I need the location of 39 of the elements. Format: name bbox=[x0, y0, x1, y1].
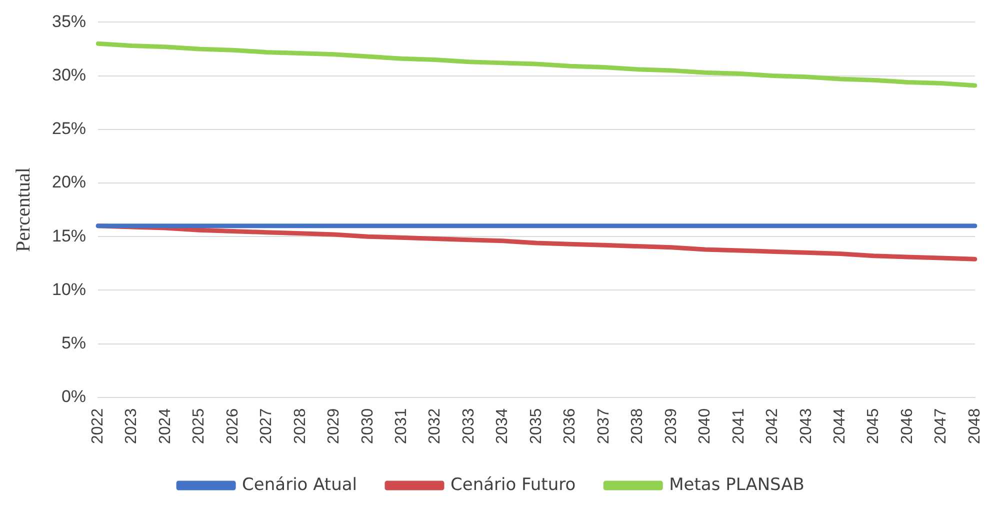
x-tick-label: 2037 bbox=[595, 408, 612, 444]
x-tick-label: 2047 bbox=[932, 408, 950, 444]
x-tick-label: 2034 bbox=[494, 408, 512, 444]
y-tick-label: 5% bbox=[61, 333, 86, 352]
y-tick-label: 0% bbox=[61, 387, 86, 406]
y-tick-label: 25% bbox=[52, 119, 86, 138]
legend-label: Cenário Atual bbox=[242, 474, 358, 495]
x-tick-label: 2038 bbox=[629, 408, 646, 444]
x-tick-label: 2039 bbox=[662, 408, 680, 444]
x-tick-label: 2048 bbox=[966, 408, 984, 444]
y-tick-label: 15% bbox=[52, 226, 86, 246]
x-tick-label: 2030 bbox=[359, 408, 376, 444]
x-tick-label: 2033 bbox=[460, 408, 478, 444]
y-tick-label: 10% bbox=[52, 280, 86, 299]
x-tick-label: 2025 bbox=[190, 408, 208, 444]
x-tick-label: 2031 bbox=[393, 408, 410, 444]
y-axis-title: Percentual bbox=[12, 167, 34, 252]
x-tick-label: 2035 bbox=[528, 408, 545, 444]
x-tick-label: 2026 bbox=[224, 408, 242, 444]
x-tick-label: 2040 bbox=[696, 408, 714, 444]
x-tick-label: 2042 bbox=[764, 408, 782, 444]
x-tick-label: 2043 bbox=[798, 408, 815, 444]
x-tick-label: 2027 bbox=[258, 408, 276, 444]
x-tick-label: 2024 bbox=[156, 408, 174, 444]
x-tick-label: 2028 bbox=[292, 408, 309, 444]
x-tick-label: 2045 bbox=[865, 408, 882, 444]
x-tick-label: 2044 bbox=[831, 408, 848, 444]
x-tick-label: 2032 bbox=[426, 408, 444, 444]
y-tick-label: 35% bbox=[52, 12, 86, 31]
y-tick-label: 20% bbox=[52, 172, 86, 192]
y-tick-label: 30% bbox=[52, 65, 86, 84]
x-tick-label: 2046 bbox=[898, 408, 916, 444]
x-tick-label: 2023 bbox=[123, 408, 140, 444]
legend-label: Metas PLANSAB bbox=[669, 474, 804, 495]
legend-label: Cenário Futuro bbox=[450, 474, 576, 495]
x-tick-label: 2022 bbox=[89, 408, 106, 444]
x-tick-label: 2029 bbox=[326, 408, 343, 444]
x-tick-label: 2036 bbox=[562, 408, 579, 444]
x-tick-label: 2041 bbox=[730, 408, 748, 444]
